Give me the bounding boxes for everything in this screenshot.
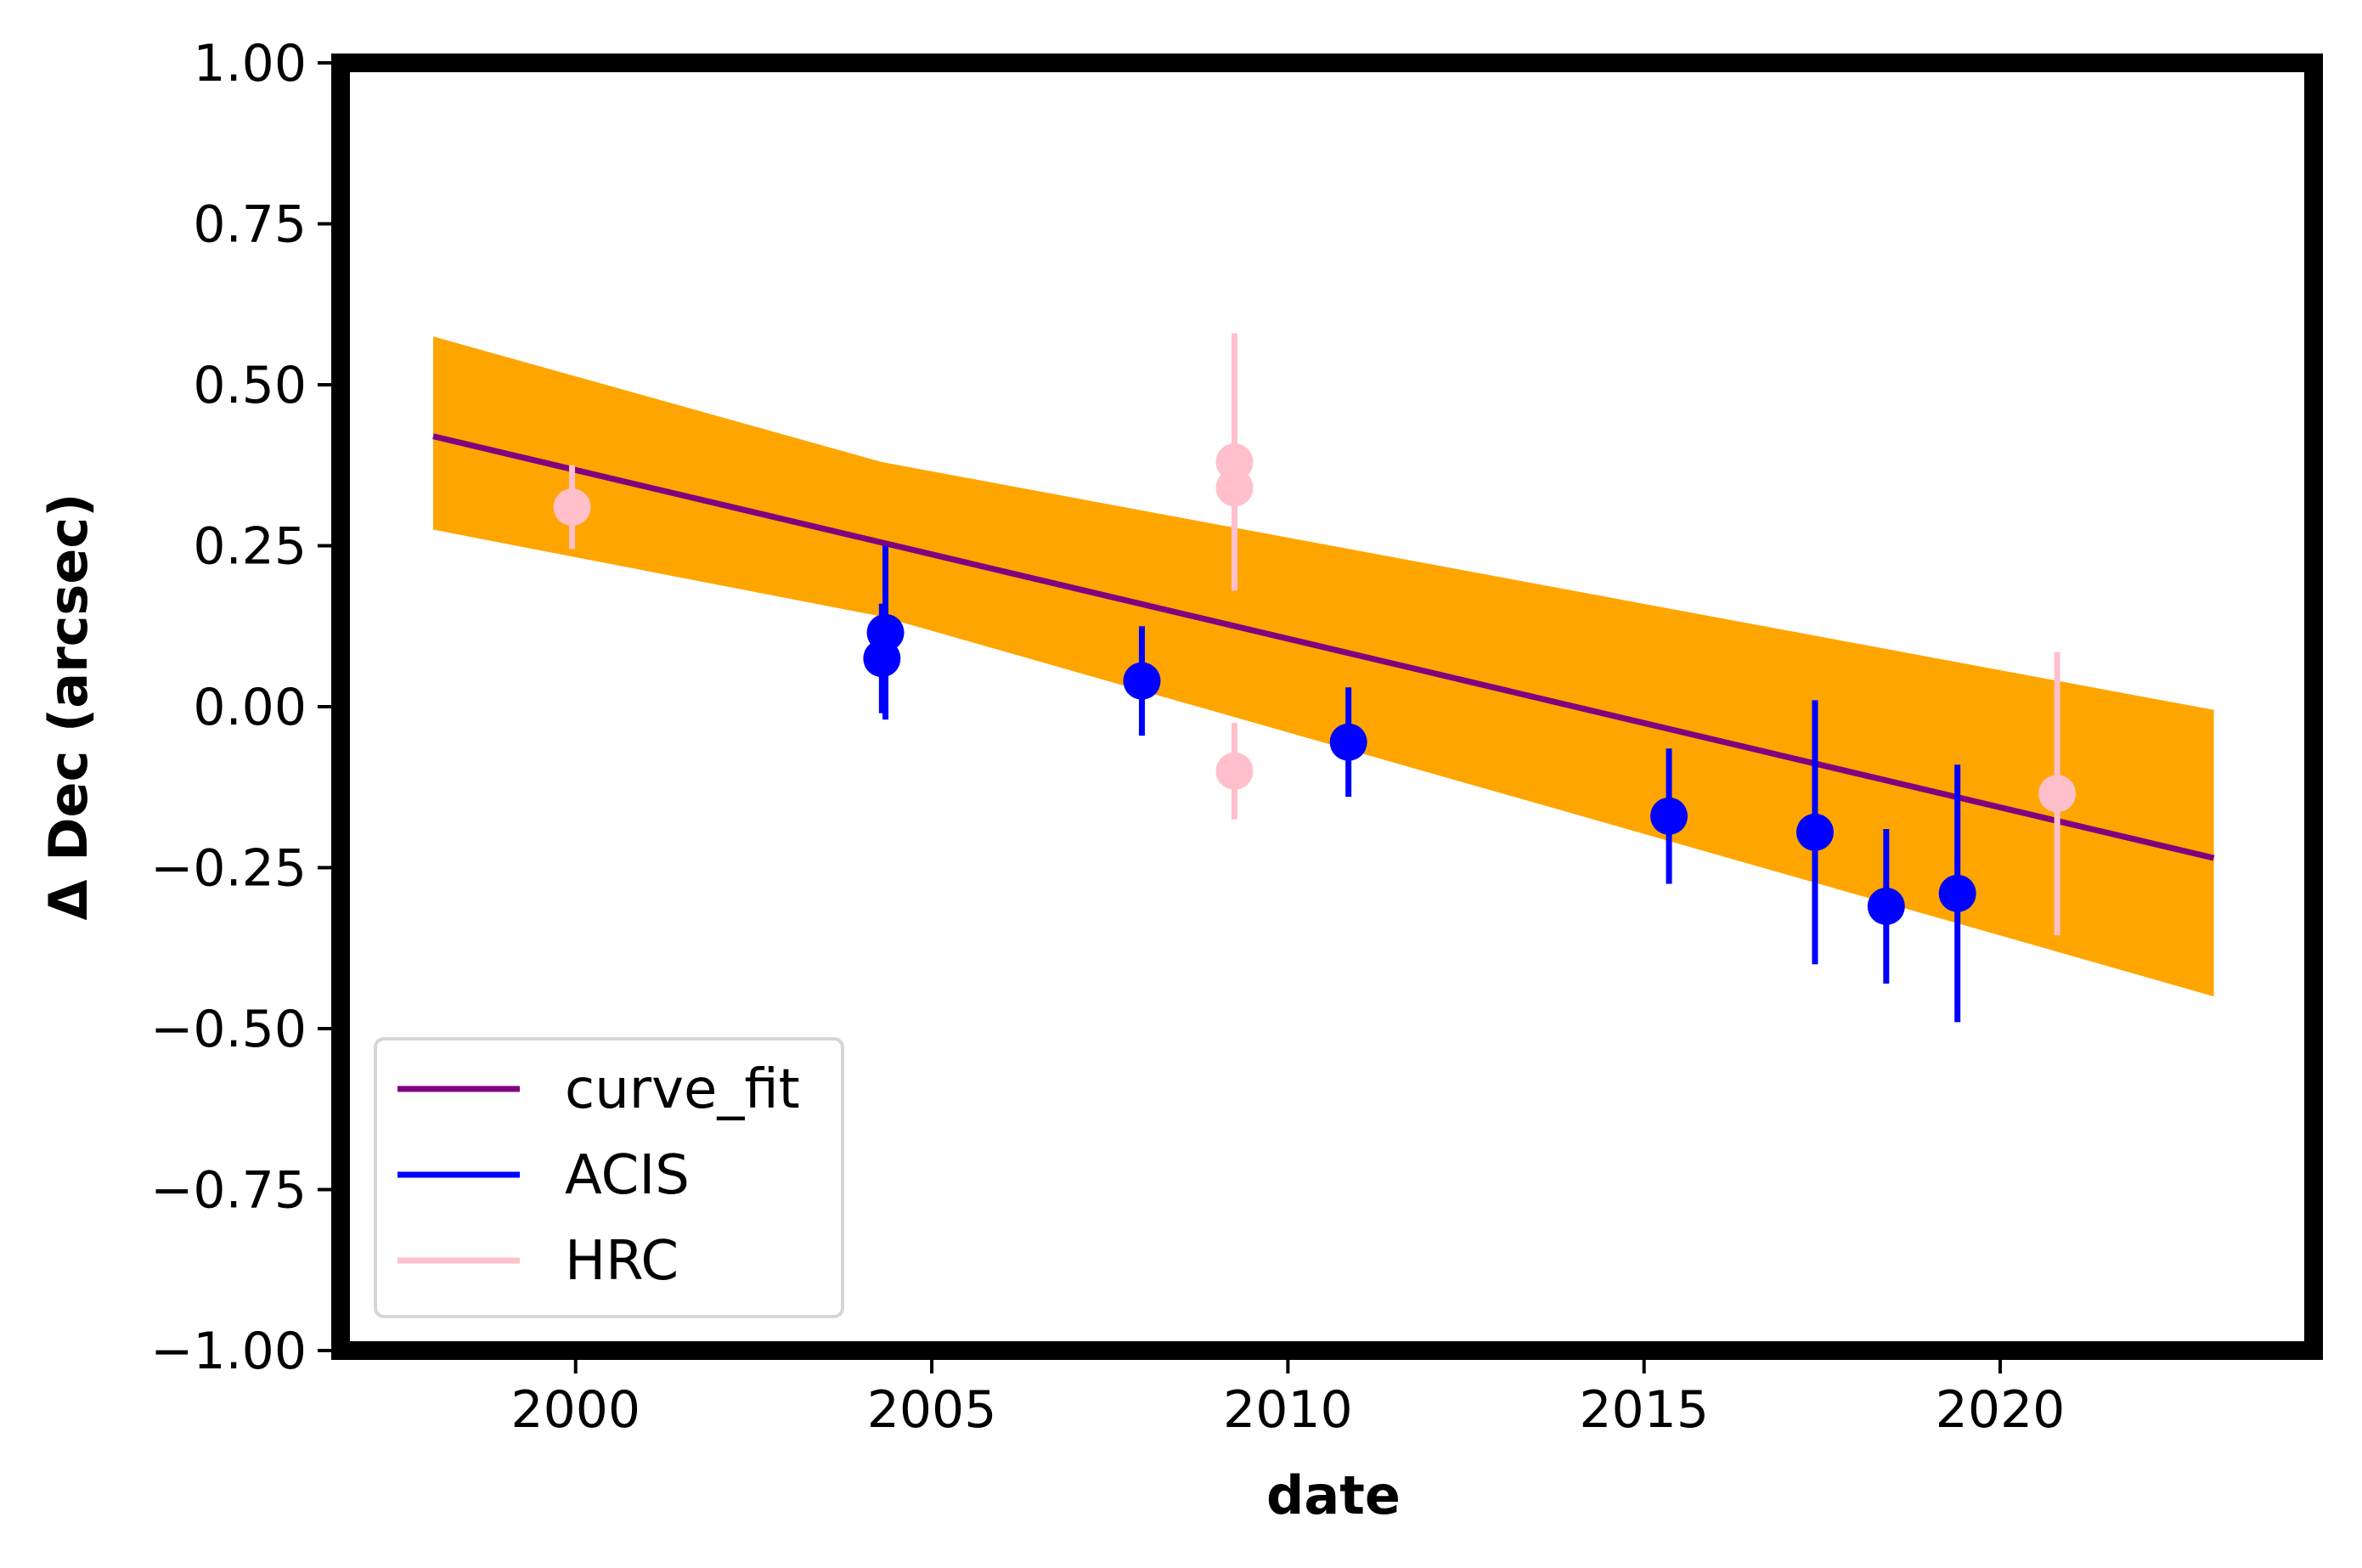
hrc-marker [2038,775,2077,813]
x-tick-label: 2015 [1579,1380,1709,1440]
acis-marker [866,613,905,651]
acis-marker [1329,723,1367,761]
acis-point [1650,748,1688,884]
x-axis: 2000 2005 2010 2015 2020 [510,1360,2065,1440]
data-points-layer [553,333,2077,1023]
y-tick-label: 0.25 [193,517,307,577]
acis-marker [1123,662,1161,700]
acis-marker [1795,813,1834,851]
acis-point [1867,829,1905,984]
y-tick-label: 0.50 [193,356,307,415]
fit-line-layer [432,433,2215,861]
acis-marker [1938,874,1976,912]
y-tick-label: 0.00 [193,678,307,737]
plot-frame [331,54,2323,1360]
y-axis: 1.00 0.75 0.50 0.25 0.00 −0.25 −0.50 −0.75 −1.00 [150,34,331,1381]
legend: curve_fit ACIS HRC [374,1037,844,1318]
acis-point [1123,626,1161,736]
y-tick-label: −0.50 [150,1000,307,1059]
x-tick-label: 2010 [1223,1380,1353,1440]
hrc-point [1215,400,1254,575]
hrc-marker [1215,752,1254,790]
y-tick-label: −1.00 [150,1322,307,1381]
acis-point [1329,687,1367,798]
acis-marker [1867,887,1905,925]
hrc-point [2038,651,2077,936]
hrc-point [553,465,591,550]
legend-entry-acis: ACIS [397,1144,690,1207]
y-axis-label: Δ Dec (arcsec) [37,494,99,921]
legend-box [374,1037,844,1318]
x-axis-label: date [1266,1464,1401,1526]
y-tick-label: −0.75 [150,1161,307,1221]
acis-point [1938,764,1976,1023]
y-tick-label: 0.75 [193,195,307,255]
series-line-curve-fit [432,433,2215,861]
acis-marker [1650,797,1688,835]
acis-point [866,545,905,720]
legend-entry-hrc: HRC [397,1230,679,1293]
hrc-marker [1215,469,1254,507]
confidence-band-area [433,336,2214,997]
y-tick-label: −0.25 [150,839,307,899]
legend-label: curve_fit [565,1058,800,1121]
hrc-point [1215,722,1254,820]
x-tick-label: 2000 [510,1380,640,1440]
y-tick-label: 1.00 [193,34,307,93]
confidence-band [433,336,2214,997]
x-tick-label: 2005 [867,1380,997,1440]
legend-label: HRC [565,1230,679,1293]
x-tick-label: 2020 [1936,1380,2066,1440]
legend-entry-curve-fit: curve_fit [397,1058,800,1121]
legend-label: ACIS [565,1144,690,1207]
acis-point [1795,700,1834,965]
hrc-marker [553,488,591,527]
